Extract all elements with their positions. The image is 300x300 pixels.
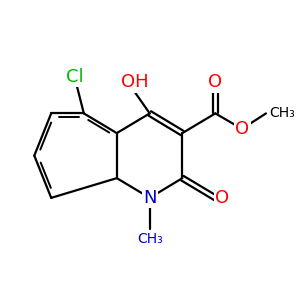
Text: OH: OH [121, 74, 149, 92]
Text: CH₃: CH₃ [137, 232, 163, 246]
Text: Cl: Cl [66, 68, 83, 86]
Text: CH₃: CH₃ [269, 106, 295, 120]
Text: O: O [235, 120, 249, 138]
Text: N: N [143, 189, 157, 207]
Text: O: O [215, 189, 230, 207]
Text: O: O [208, 74, 222, 92]
